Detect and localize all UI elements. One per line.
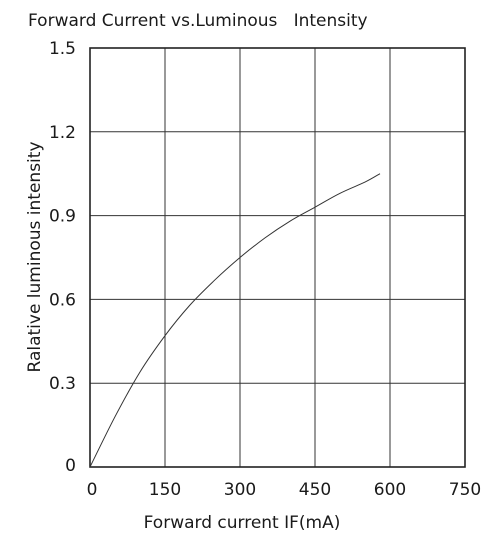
x-tick-label: 0 (87, 480, 98, 500)
x-axis-label: Forward current IF(mA) (144, 513, 341, 533)
y-tick-label: 0.6 (49, 290, 76, 310)
x-tick-label: 150 (149, 480, 181, 500)
y-tick-label: 0 (65, 456, 76, 476)
y-tick-label: 0.3 (49, 374, 76, 394)
y-axis-label: Ralative luminous intensity (25, 141, 45, 372)
x-tick-label: 750 (449, 480, 481, 500)
x-tick-label: 300 (224, 480, 256, 500)
x-axis-ticks: 0 150 300 450 600 750 (87, 480, 482, 500)
grid-lines (90, 48, 465, 467)
plot-frame (89, 47, 466, 468)
y-tick-label: 1.2 (49, 123, 76, 143)
y-axis-ticks: 0 0.3 0.6 0.9 1.2 1.5 (49, 39, 76, 476)
y-tick-label: 1.5 (49, 39, 76, 59)
x-tick-label: 600 (374, 480, 406, 500)
series-line (89, 173, 381, 468)
y-tick-label: 0.9 (49, 207, 76, 227)
x-tick-label: 450 (299, 480, 331, 500)
chart-title: Forward Current vs.Luminous Intensity (28, 11, 368, 31)
